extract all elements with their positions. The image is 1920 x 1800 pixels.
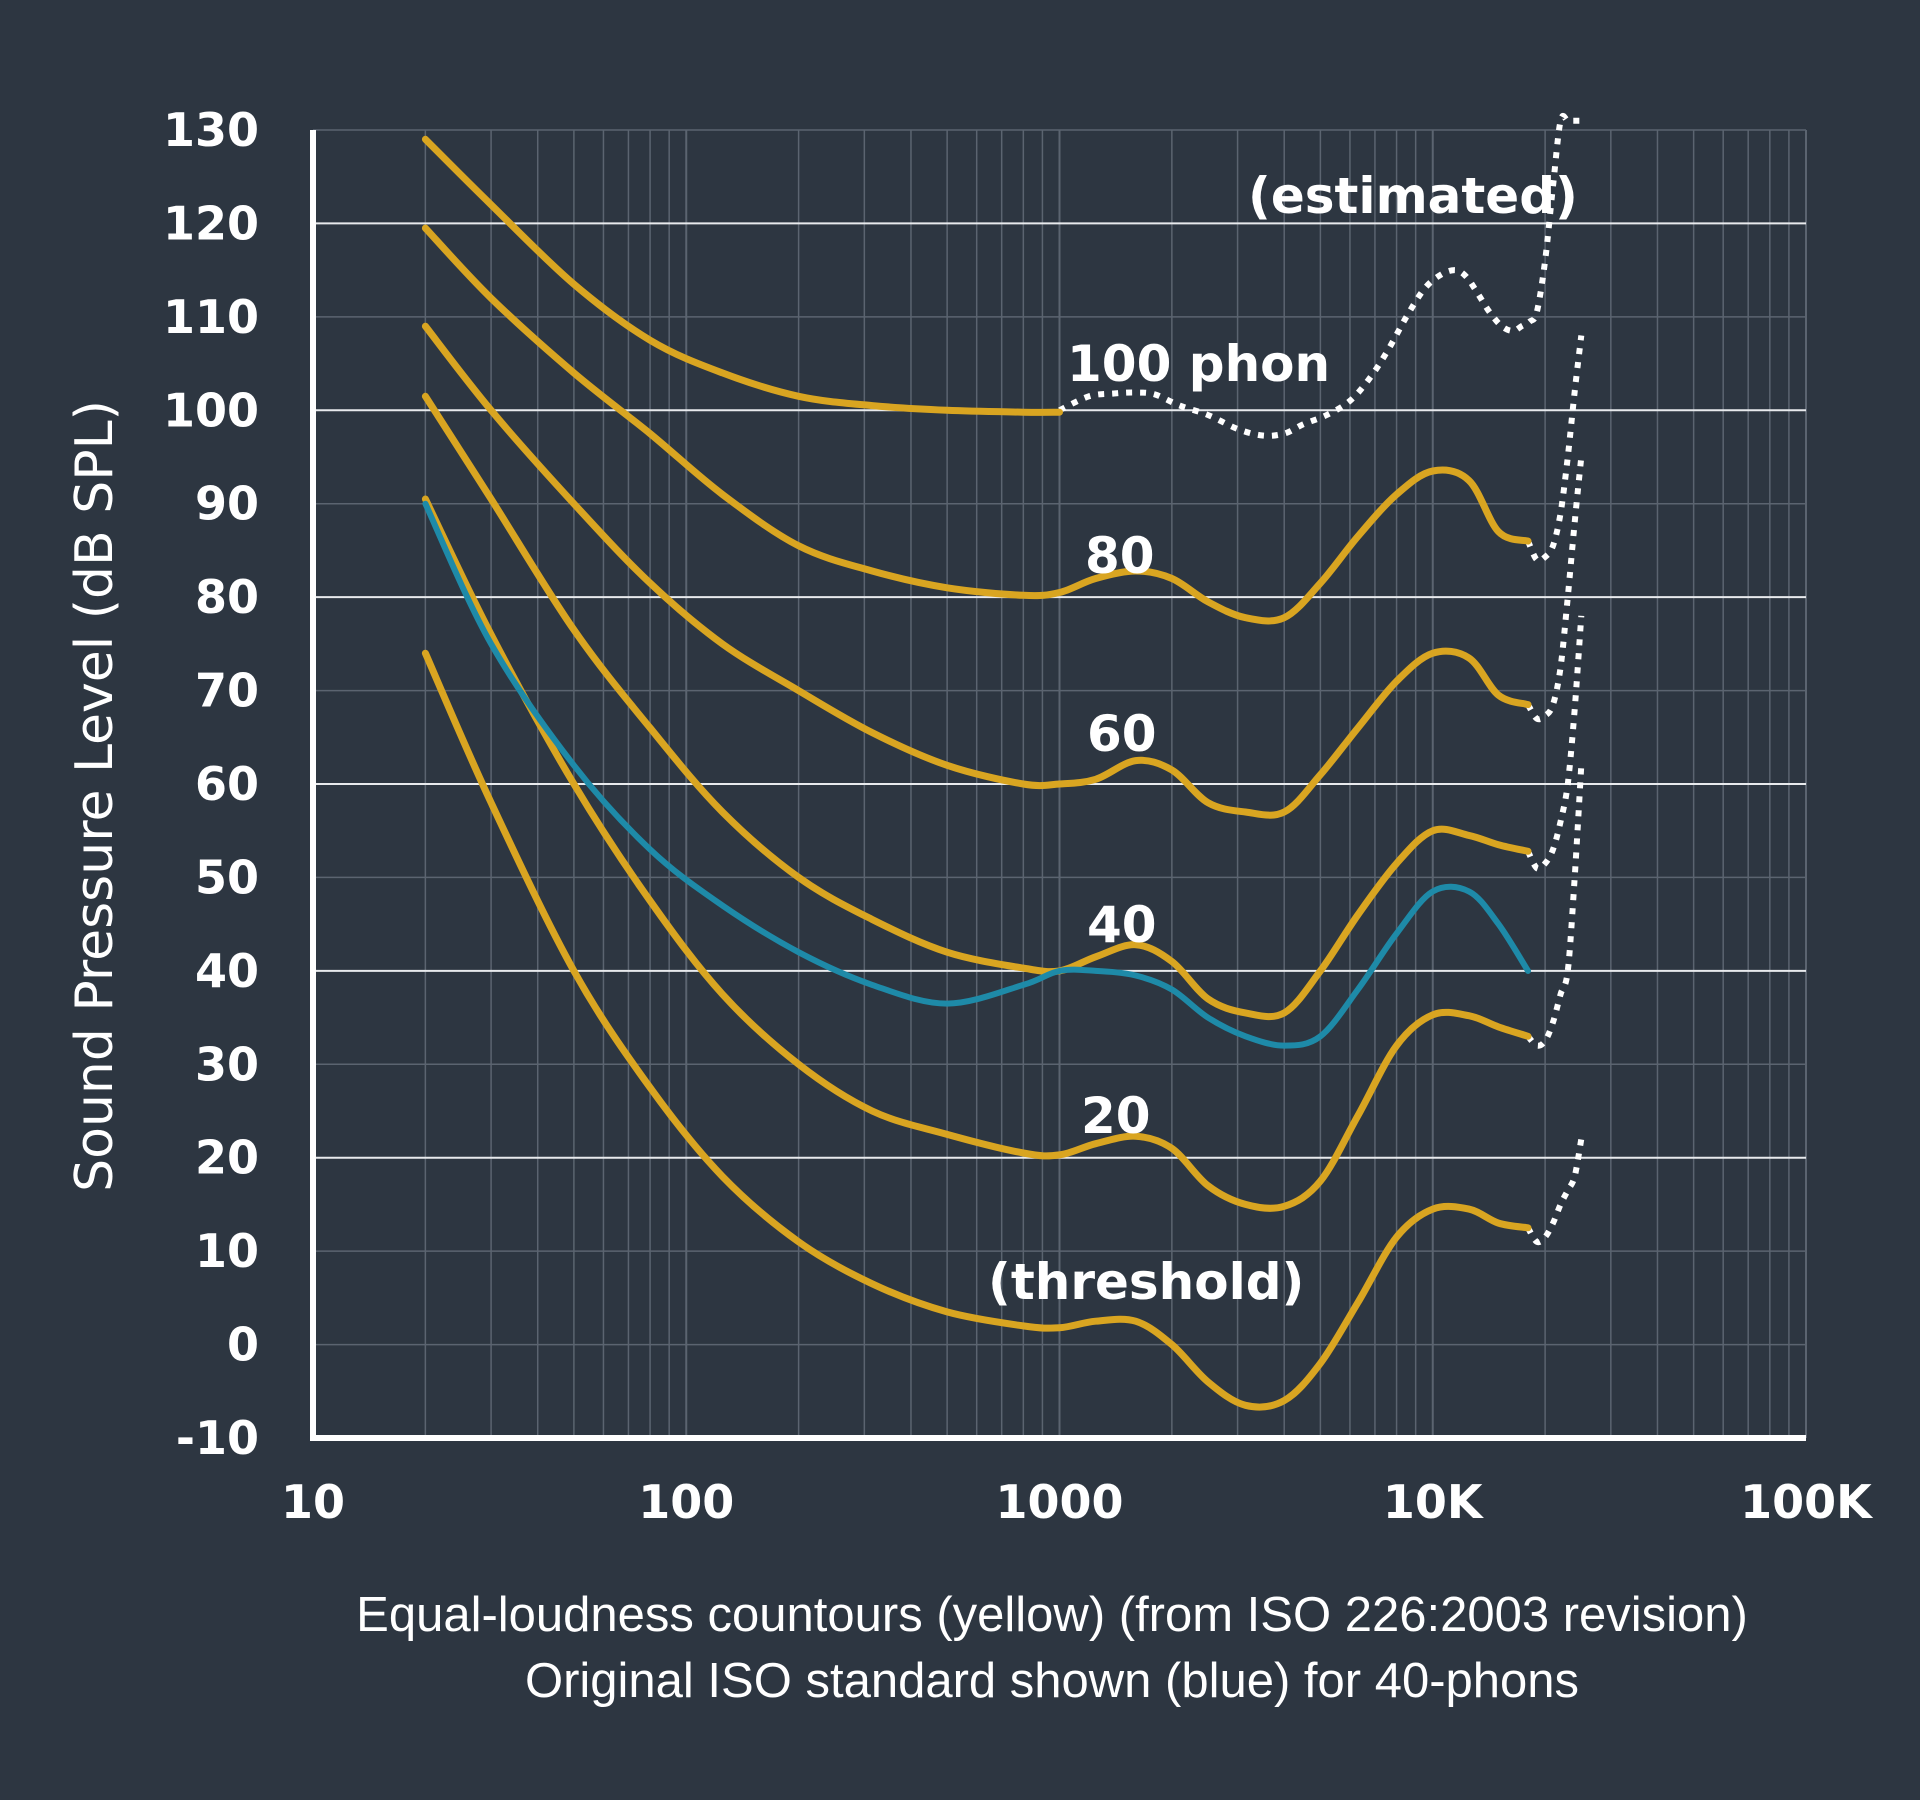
y-tick-label: -10 (176, 1411, 259, 1465)
grid (312, 129, 1807, 1438)
x-tick-label: 10K (1383, 1475, 1485, 1529)
y-tick-label: 50 (195, 850, 259, 904)
label-20-phon: 20 (1081, 1087, 1151, 1145)
y-tick-label: 80 (195, 570, 259, 624)
x-tick-label: 10 (281, 1475, 345, 1529)
y-tick-label: 10 (195, 1224, 259, 1278)
series-line-contour-5 (421, 649, 1532, 1411)
y-tick-label: 20 (195, 1131, 259, 1185)
series-line-contour-3 (421, 392, 1532, 1021)
y-tick-label: 110 (163, 290, 259, 344)
series-line-estimated-9 (1525, 456, 1585, 723)
x-tick-label: 1000 (995, 1475, 1123, 1529)
y-axis-label: Sound Pressure Level (dB SPL) (65, 400, 125, 1192)
y-tick-label: 70 (195, 664, 259, 718)
series-line-contour-4 (421, 495, 1532, 1212)
label-80-phon: 80 (1085, 527, 1155, 585)
series-line-estimated-10 (1525, 615, 1585, 872)
series-line-estimated-11 (1525, 765, 1585, 1049)
y-tick-label: 120 (163, 196, 259, 250)
y-tick-label: 30 (195, 1037, 259, 1091)
axes (310, 130, 1806, 1441)
series-line-contour-2 (421, 322, 1532, 819)
label-60-phon: 60 (1087, 705, 1157, 763)
y-tick-label: 100 (163, 383, 259, 437)
series-line-contour-1 (421, 224, 1532, 625)
label-100-phon: 100 phon (1067, 335, 1330, 393)
y-tick-label: 130 (163, 103, 259, 157)
series-line-estimated-12 (1525, 1138, 1585, 1246)
series-line-contour-0 (421, 135, 1063, 416)
y-tick-label: 40 (195, 944, 259, 998)
caption-line-1: Equal-loudness countours (yellow) (from … (356, 1588, 1748, 1642)
label-40-phon: 40 (1087, 896, 1157, 954)
series-line-estimated-7 (1058, 112, 1582, 439)
y-tick-label: 90 (195, 477, 259, 531)
caption-line-2: Original ISO standard shown (blue) for 4… (525, 1654, 1579, 1708)
series-group (421, 112, 1585, 1411)
series-line-original-6 (422, 500, 1531, 1049)
label-estimated: (estimated) (1248, 167, 1578, 225)
x-tick-label: 100K (1740, 1475, 1874, 1529)
x-tick-label: 100 (638, 1475, 734, 1529)
label-threshold: (threshold) (988, 1253, 1304, 1311)
y-tick-label: 0 (227, 1318, 259, 1372)
series-line-estimated-8 (1525, 335, 1585, 564)
y-tick-label: 60 (195, 757, 259, 811)
